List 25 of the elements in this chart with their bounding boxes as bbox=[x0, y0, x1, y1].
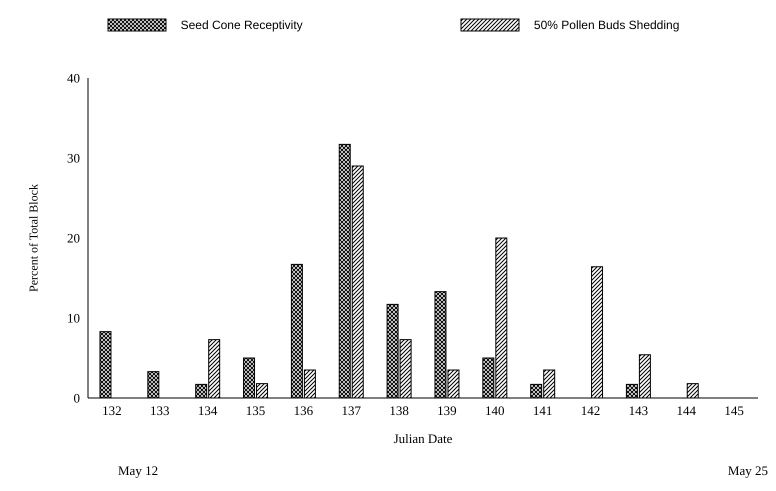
x-tick-label: 144 bbox=[676, 403, 696, 418]
x-axis-title: Julian Date bbox=[394, 431, 453, 446]
legend-label: 50% Pollen Buds Shedding bbox=[534, 18, 680, 32]
x-tick-label: 139 bbox=[437, 403, 457, 418]
x-tick-label: 138 bbox=[389, 403, 409, 418]
text: May 25 bbox=[728, 463, 768, 479]
y-tick-label: 40 bbox=[67, 70, 80, 86]
x-tick-label: 136 bbox=[294, 403, 314, 418]
x-tick-label: 140 bbox=[485, 403, 505, 418]
y-tick-label: 20 bbox=[67, 230, 80, 246]
x-tick-label: 137 bbox=[341, 403, 362, 418]
x-tick-label: 141 bbox=[532, 403, 552, 418]
y-tick-label: 10 bbox=[67, 310, 80, 326]
x-tick-label: 134 bbox=[198, 403, 218, 418]
x-tick-label: 143 bbox=[628, 403, 648, 418]
y-axis-title: Percent of Total Block bbox=[26, 184, 40, 292]
text: May 12 bbox=[118, 463, 158, 479]
x-tick-label: 133 bbox=[150, 403, 170, 418]
y-tick-label: 30 bbox=[67, 150, 80, 166]
x-tick-label: 135 bbox=[246, 403, 266, 418]
x-tick-label: 145 bbox=[724, 403, 744, 418]
x-tick-label: 132 bbox=[102, 403, 122, 418]
y-tick-label: 0 bbox=[74, 390, 80, 406]
x-tick-label: 142 bbox=[580, 403, 600, 418]
legend-label: Seed Cone Receptivity bbox=[180, 18, 303, 32]
